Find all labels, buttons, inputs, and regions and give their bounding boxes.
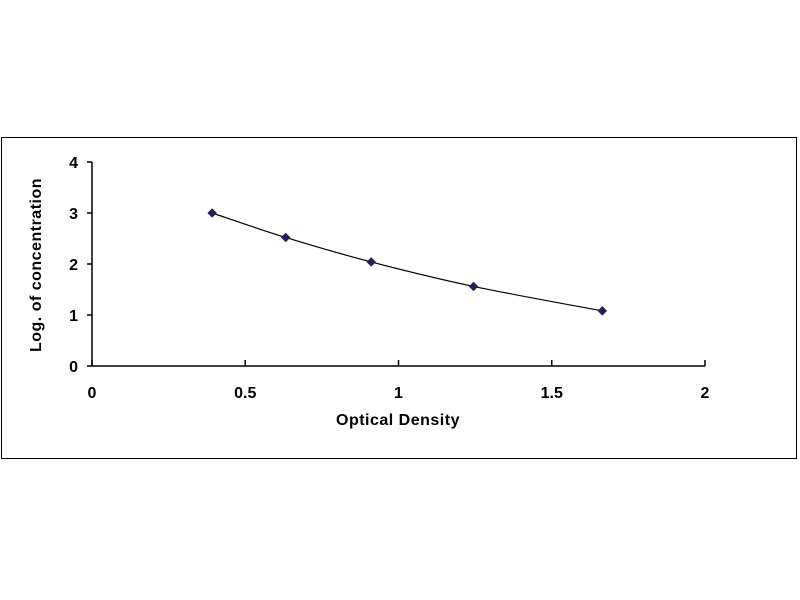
x-tick-label: 1.5: [541, 385, 563, 402]
y-tick-label: 0: [69, 359, 78, 376]
data-point: [597, 306, 608, 316]
x-tick-label: 1: [394, 385, 403, 402]
x-tick-label: 2: [701, 385, 710, 402]
data-points: [207, 208, 608, 316]
y-tick-label: 4: [69, 155, 78, 172]
data-point: [280, 232, 291, 243]
data-point: [468, 281, 479, 292]
x-tick-label: 0.5: [234, 385, 256, 402]
y-tick-label: 2: [69, 257, 78, 274]
x-axis-title: Optical Density: [336, 412, 460, 429]
data-point: [207, 208, 218, 218]
trendline-group: [211, 212, 603, 312]
y-tick-label: 1: [69, 308, 78, 325]
y-axis-title: Log. of concentration: [28, 178, 45, 352]
axes: [87, 161, 706, 367]
y-tick-label: 3: [69, 206, 78, 223]
chart-frame: [1, 137, 797, 459]
tick-labels: 0 0.5 1 1.5 2 0 1 2 3 4: [69, 155, 709, 402]
data-point: [366, 257, 377, 267]
x-tick-label: 0: [88, 385, 97, 402]
trendline: [211, 212, 603, 312]
